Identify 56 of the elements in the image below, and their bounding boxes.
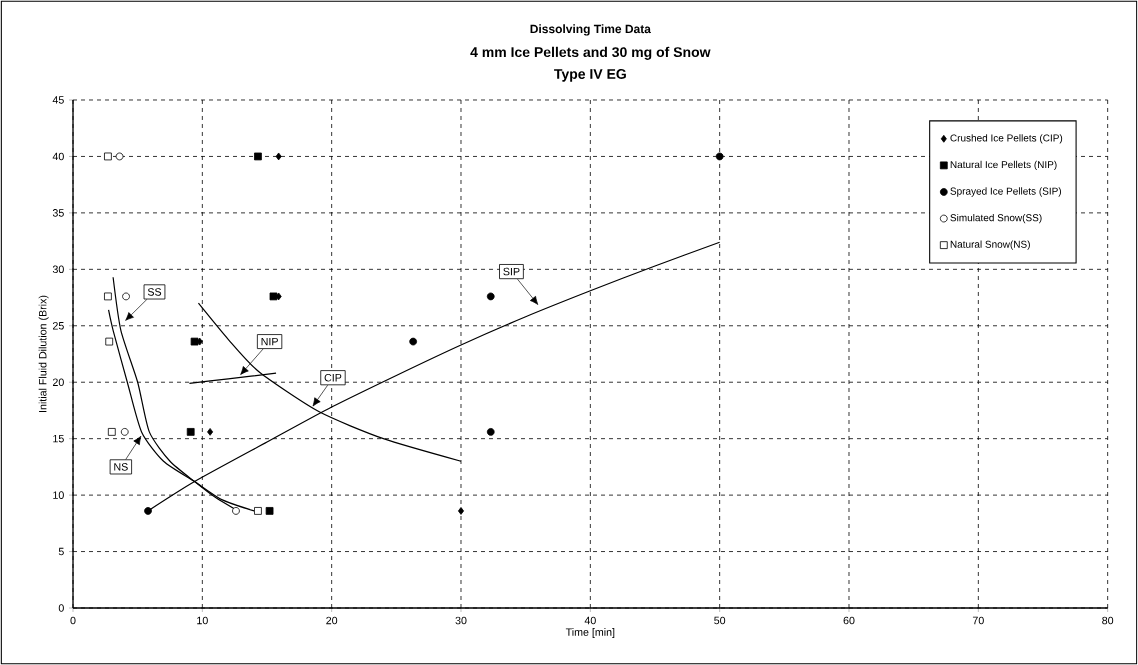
point [486,292,495,301]
annotation: SS [147,288,162,296]
point [207,428,214,436]
annotation: SIP [503,267,520,276]
x-tick-label: 40 [584,616,596,625]
point [104,152,112,161]
text: Type IV EG [554,69,626,82]
point [186,428,195,436]
point [409,337,418,346]
y-tick-label: 30 [52,265,64,274]
legend-label: Sprayed Ice Pellets (SIP) [950,187,1062,197]
x-tick-label: 70 [972,616,984,625]
legend-label: Crushed Ice Pellets (CIP) [950,134,1063,144]
y-tick-label: 35 [52,209,64,217]
point [190,337,199,346]
x-axis-title: Time [min] [565,628,615,639]
legend-label: Simulated Snow(SS) [950,213,1042,224]
x-tick-label: 50 [714,616,726,625]
point [269,292,278,301]
y-tick-label: 15 [53,434,64,443]
point [275,152,282,161]
point [458,507,464,515]
point [715,152,724,161]
annotation: NS [114,463,128,471]
y-tick-label: 25 [52,322,64,330]
point [104,292,112,301]
x-tick-label: 60 [843,616,855,625]
y-tick-label: 10 [53,491,64,499]
text: 4 mm Ice Pellets and 30 mg of Snow [470,46,711,60]
legend-label: Natural Ice Pellets (NIP) [950,160,1057,171]
y-tick-label: 0 [58,604,64,612]
point [254,507,262,515]
point [232,507,240,515]
point [115,152,124,161]
annotation: CIP [324,373,342,382]
chart-title: Dissolving Time Data [530,24,651,36]
point [486,428,495,436]
point [254,152,262,161]
point [107,428,116,436]
point [122,292,130,301]
point [120,428,129,436]
x-tick-label: 20 [326,616,338,625]
y-tick-label: 40 [52,152,64,161]
point [144,507,152,515]
point [265,507,274,515]
x-tick-label: 0 [70,616,76,625]
y-tick-label: 5 [58,547,64,556]
y-tick-label: 45 [52,96,64,104]
y-axis-title: Initial Fluid Dilution (Brix) [38,295,49,412]
x-tick-label: 10 [197,616,208,625]
x-tick-label: 80 [1102,616,1114,625]
y-tick-label: 20 [52,378,64,386]
legend-label: Natural Snow(NS) [950,240,1030,250]
point [105,337,114,346]
annotation: NIP [261,337,278,346]
x-tick-label: 30 [455,616,467,625]
